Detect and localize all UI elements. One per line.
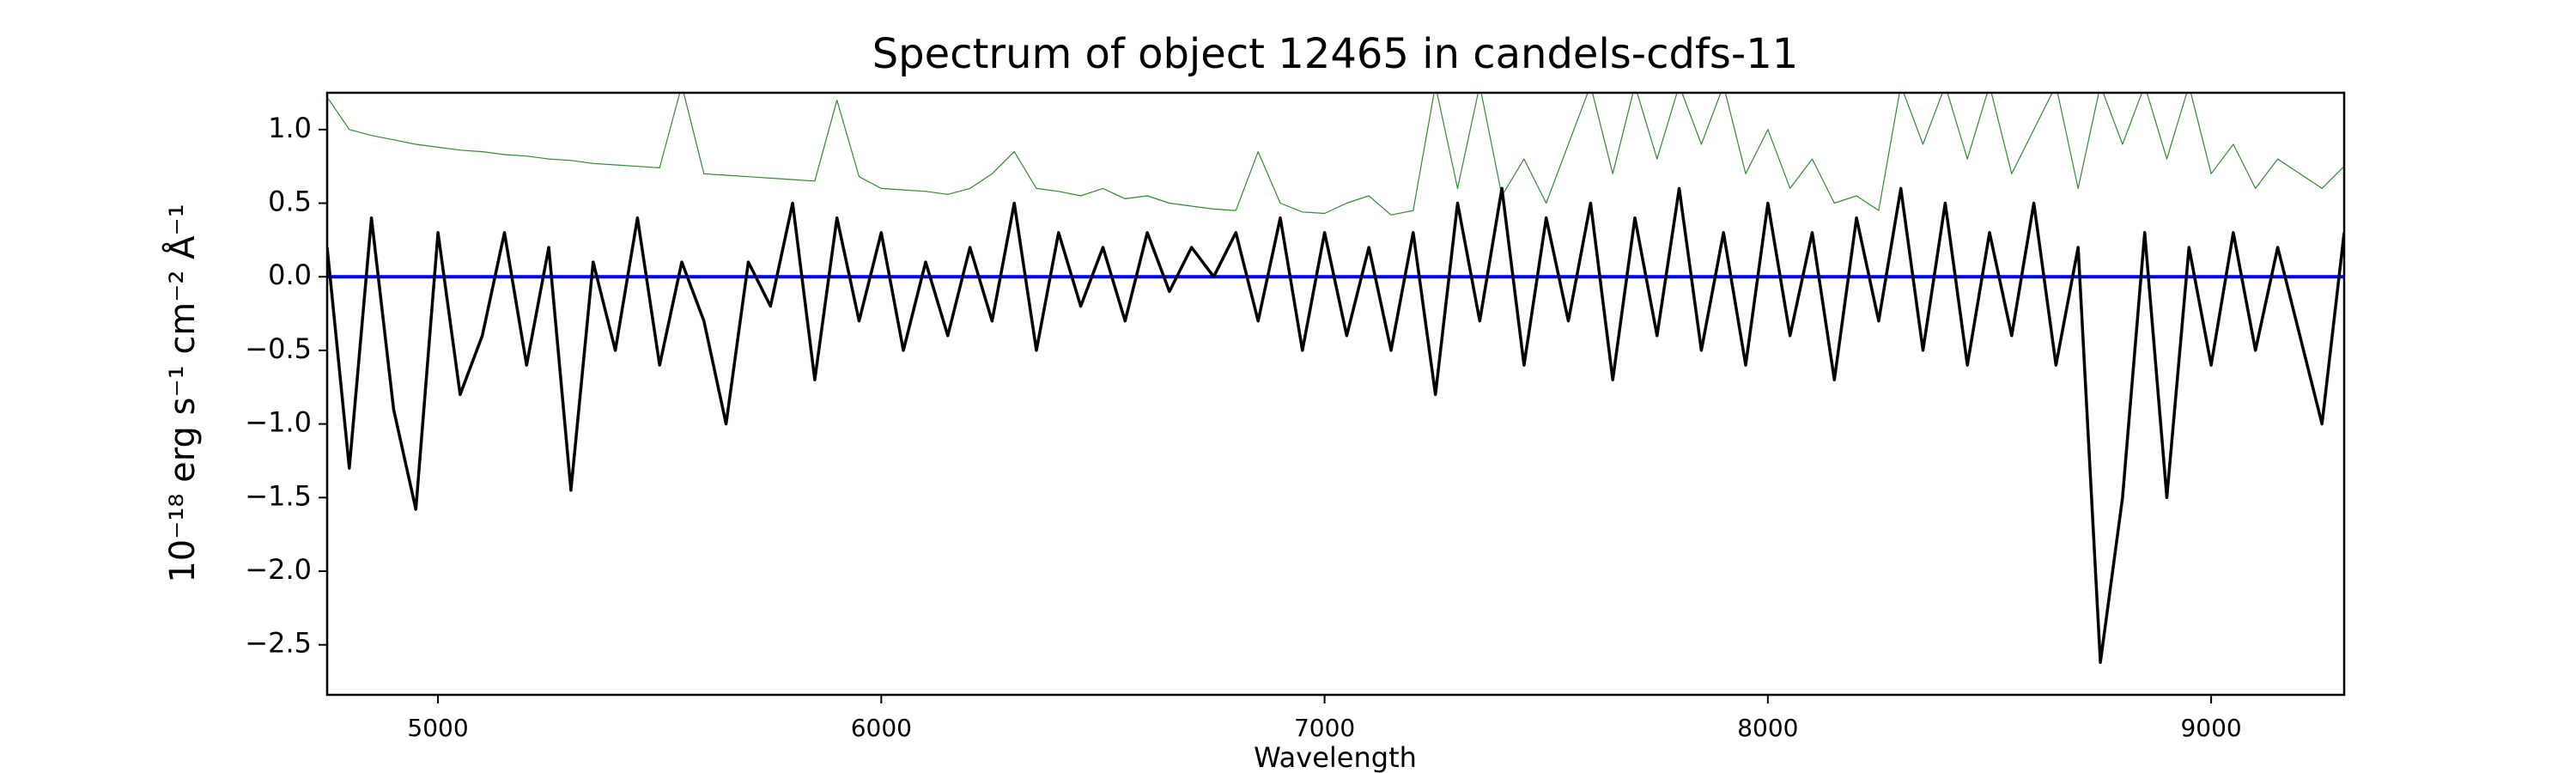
y-tick-label: 0.5 — [268, 186, 312, 218]
spectrum-line — [327, 186, 2344, 665]
y-tick-label: −2.0 — [245, 553, 312, 586]
x-tick-label: 8000 — [1737, 714, 1798, 742]
x-tick-label: 7000 — [1294, 714, 1355, 742]
x-axis-label: Wavelength — [1254, 741, 1417, 773]
y-tick-label: 1.0 — [268, 112, 312, 144]
plot-area — [327, 93, 2344, 665]
spectrum-line — [327, 93, 2344, 216]
plot-frame — [325, 91, 2346, 697]
chart-title: Spectrum of object 12465 in candels-cdfs… — [872, 30, 1799, 78]
x-tick-label: 9000 — [2180, 714, 2241, 742]
y-tick-label: −1.5 — [245, 479, 312, 512]
y-tick-label: −1.0 — [245, 406, 312, 439]
x-tick-label: 6000 — [851, 714, 912, 742]
y-tick-label: 0.0 — [268, 259, 312, 291]
y-axis-label: 10⁻¹⁸ erg s⁻¹ cm⁻² Å⁻¹ — [161, 204, 203, 582]
x-tick-label: 5000 — [407, 714, 468, 742]
y-tick-label: −2.5 — [245, 627, 312, 660]
y-tick-label: −0.5 — [245, 332, 312, 365]
